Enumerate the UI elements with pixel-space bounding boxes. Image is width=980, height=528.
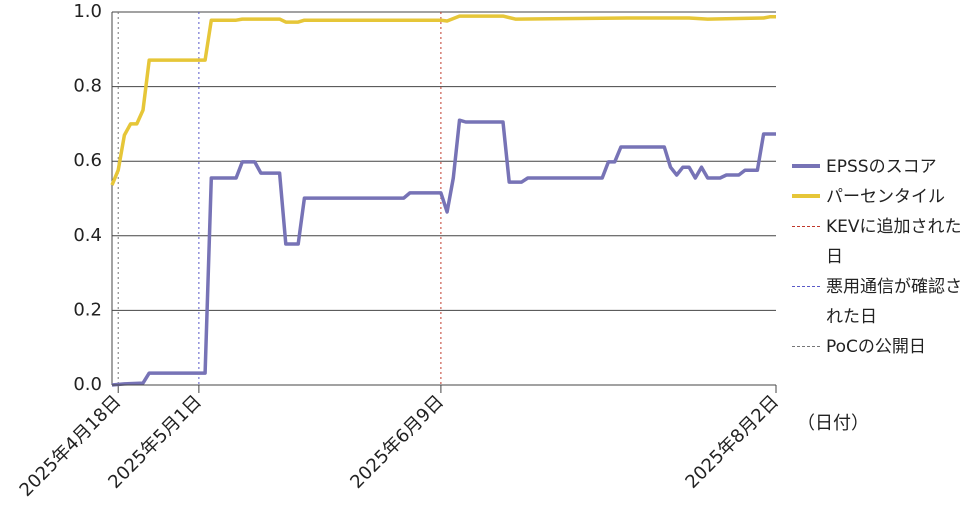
- y-tick-label: 0.6: [73, 150, 102, 171]
- legend-item: EPSSのスコア: [792, 152, 972, 182]
- legend-item: 悪用通信が確認された日: [792, 272, 972, 332]
- legend-swatch: [792, 152, 820, 182]
- x-tick-label: 2025年8月2日: [681, 391, 783, 493]
- legend-item: パーセンタイル: [792, 182, 972, 212]
- legend-label: パーセンタイル: [826, 187, 945, 207]
- y-tick-label: 1.0: [73, 1, 102, 22]
- legend-swatch: [792, 212, 820, 242]
- legend-label: EPSSのスコア: [826, 157, 937, 177]
- legend-swatch: [792, 332, 820, 362]
- legend-swatch: [792, 182, 820, 212]
- x-tick-label: 2025年6月9日: [346, 391, 448, 493]
- x-axis-label: （日付）: [797, 413, 869, 434]
- series-line: [110, 14, 776, 186]
- legend-item: KEVに追加された日: [792, 212, 972, 272]
- legend-label: KEVに追加された日: [826, 217, 962, 267]
- legend-label: PoCの公開日: [826, 337, 926, 357]
- legend: EPSSのスコア パーセンタイル KEVに追加された日 悪用通信が確認された日 PoCの…: [792, 152, 972, 362]
- y-tick-label: 0.4: [73, 225, 102, 246]
- legend-label: 悪用通信が確認された日: [826, 277, 962, 327]
- x-tick-label: 2025年4月18日: [16, 391, 126, 501]
- y-tick-label: 0.0: [73, 374, 102, 395]
- y-tick-label: 0.2: [73, 299, 102, 320]
- legend-item: PoCの公開日: [792, 332, 972, 362]
- legend-swatch: [792, 272, 820, 302]
- y-tick-label: 0.8: [73, 76, 102, 97]
- series-line: [111, 118, 776, 387]
